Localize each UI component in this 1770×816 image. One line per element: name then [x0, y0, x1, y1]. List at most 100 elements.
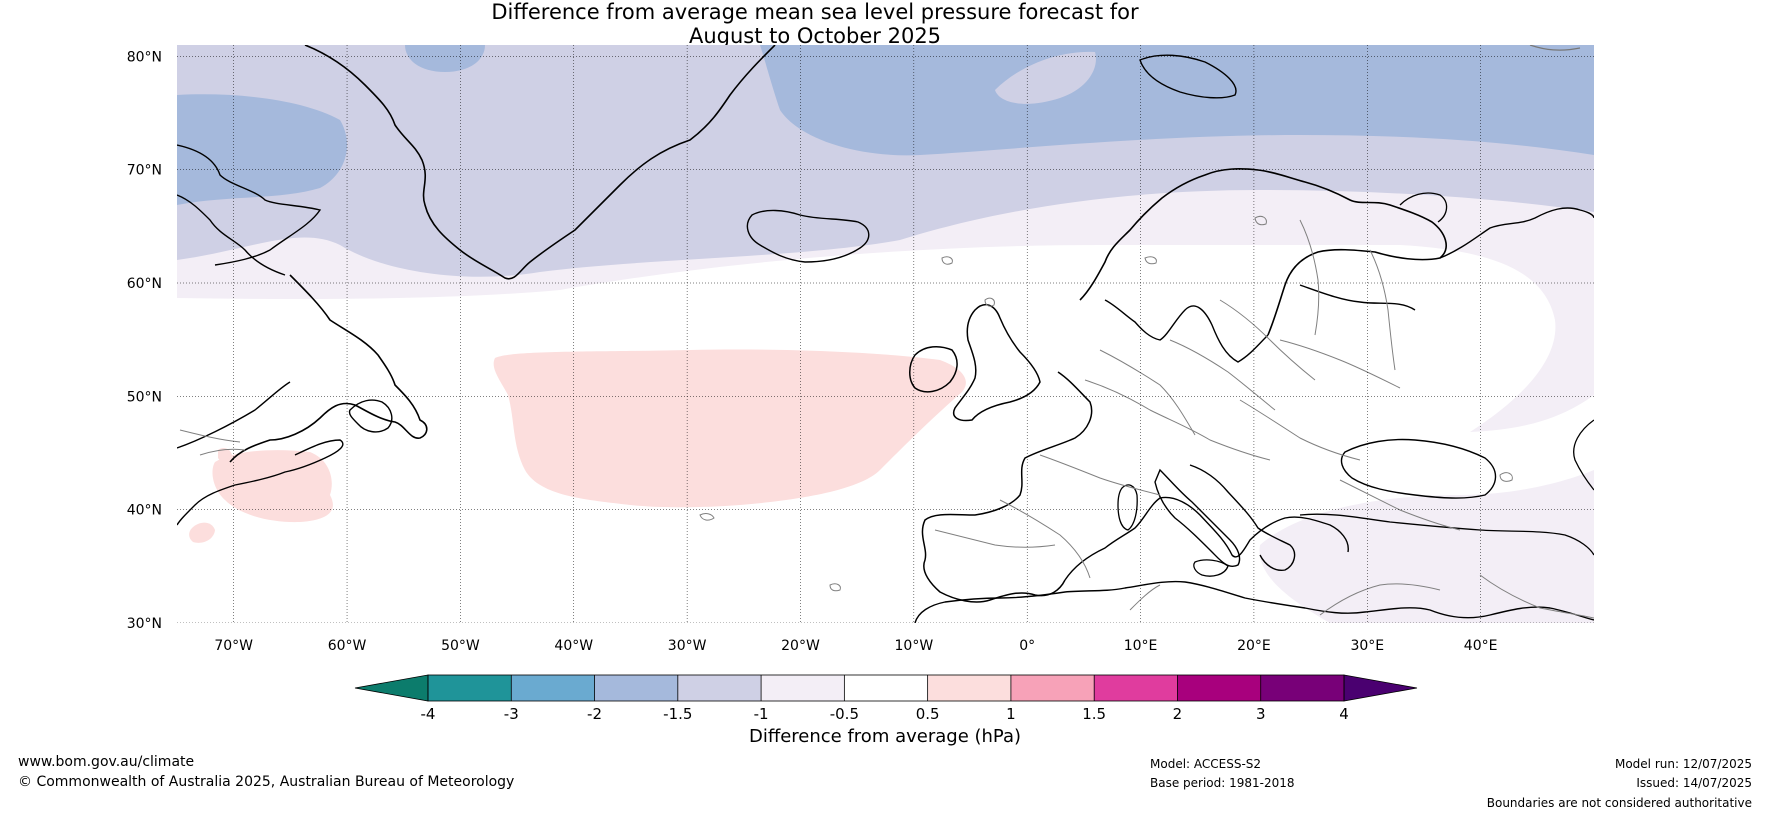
baffin-island-coastline	[177, 194, 286, 276]
lon-tick-label: 40°E	[1464, 638, 1498, 654]
anomaly-patch-newfoundland	[218, 447, 232, 462]
anomaly-region-east-med	[1259, 470, 1594, 623]
footer-copyright: © Commonwealth of Australia 2025, Austra…	[18, 774, 515, 790]
footer-issued: Issued: 14/07/2025	[1636, 776, 1752, 790]
island-outline	[1144, 256, 1157, 265]
colorbar-tick-label: 3	[1256, 705, 1266, 723]
colorbar-bin	[594, 675, 678, 701]
colorbar-bin	[1260, 675, 1344, 701]
finland-coastline	[1299, 284, 1416, 311]
footer-site[interactable]: www.bom.gov.au/climate	[18, 754, 195, 770]
colorbar: -4 -3 -2 -1.5 -1 -0.5 0.5 1 1.5 2 3 4	[354, 674, 1418, 723]
island-outline	[941, 256, 953, 265]
border-line	[1299, 219, 1320, 336]
border-line	[1279, 339, 1401, 389]
colorbar-tick-label: -1.5	[663, 705, 692, 723]
lon-tick-label: 70°W	[214, 638, 253, 654]
footer-disclaimer: Boundaries are not considered authoritat…	[1486, 796, 1752, 810]
map-axis-labels: 80°N 70°N 60°N 50°N 40°N 30°N 70°W 60°W 50°W 40°W…	[127, 49, 1498, 654]
colorbar-tick-label: -4	[421, 705, 436, 723]
map-plot-area	[177, 45, 1594, 623]
colorbar-bin	[677, 675, 762, 701]
colorbar-bin	[844, 675, 928, 701]
lon-tick-label: 60°W	[328, 638, 367, 654]
colorbar-bin	[428, 675, 512, 701]
white-sea-coastline	[1399, 192, 1448, 223]
colorbar-tick-label: -3	[504, 705, 519, 723]
minor-islands	[699, 215, 1513, 592]
lon-tick-label: 40°W	[554, 638, 593, 654]
footer-base-period: Base period: 1981-2018	[1150, 776, 1295, 790]
colorbar-bin	[927, 675, 1011, 701]
border-line	[199, 448, 246, 456]
lon-tick-label: 30°W	[668, 638, 707, 654]
colorbar-bin	[1177, 675, 1261, 701]
north-africa-coastline	[914, 580, 1594, 623]
novaya-zemlya-coastline	[1529, 45, 1581, 51]
footer-model: Model: ACCESS-S2	[1150, 757, 1262, 771]
lat-tick-label: 40°N	[127, 503, 162, 519]
border-line	[1219, 299, 1316, 381]
anomaly-region-northwest	[177, 94, 348, 205]
anomaly-region-top-center	[405, 45, 485, 72]
great-britain-coastline	[953, 303, 1041, 422]
russia-arctic-coastline	[1439, 207, 1594, 259]
colorbar-arrow-low	[354, 674, 429, 702]
lat-tick-label: 80°N	[127, 49, 162, 65]
ireland-coastline	[909, 345, 958, 393]
lat-tick-label: 60°N	[127, 276, 162, 292]
lon-tick-label: 10°W	[895, 638, 934, 654]
caspian-coastline	[1573, 419, 1594, 491]
border-line	[1319, 583, 1441, 616]
island-outline	[699, 513, 715, 521]
border-line	[1039, 454, 1161, 496]
colorbar-bin	[511, 675, 595, 701]
black-sea-coastline	[1340, 438, 1497, 499]
colorbar-arrow-high	[1343, 674, 1418, 702]
gridlines	[177, 45, 1594, 623]
lon-tick-label: 20°E	[1237, 638, 1271, 654]
colorbar-tick-label: 4	[1339, 705, 1349, 723]
lat-tick-label: 50°N	[127, 389, 162, 405]
border-line	[179, 429, 241, 443]
island-outline	[1499, 472, 1513, 482]
border-line	[1129, 584, 1161, 611]
colorbar-bin	[761, 675, 845, 701]
title-line-2: August to October 2025	[688, 24, 942, 48]
lat-tick-label: 30°N	[127, 616, 162, 632]
anomaly-region-north	[760, 45, 1594, 156]
footer-model-run: Model run: 12/07/2025	[1614, 757, 1752, 771]
mediterranean-coastline	[1064, 496, 1349, 581]
anomaly-region-mid-atlantic	[493, 349, 966, 508]
border-line	[1479, 574, 1594, 619]
island-outline	[1254, 215, 1267, 226]
gulf-st-lawrence-coastline	[177, 381, 291, 449]
lon-tick-label: 30°E	[1350, 638, 1384, 654]
lat-tick-label: 70°N	[127, 163, 162, 179]
sweden-coastline	[1104, 299, 1269, 363]
colorbar-tick-label: 0.5	[916, 705, 940, 723]
border-line	[1099, 349, 1196, 436]
canada-arctic-coastline	[177, 144, 322, 266]
italy-coastline	[1154, 468, 1241, 567]
colorbar-tick-label: -2	[587, 705, 602, 723]
colorbar-tick-label: 1	[1006, 705, 1016, 723]
border-line	[1239, 399, 1361, 461]
lon-tick-label: 20°W	[781, 638, 820, 654]
sicily-coastline	[1193, 559, 1229, 577]
colorbar-tick-label: -0.5	[830, 705, 859, 723]
nova-scotia-coastline	[177, 439, 344, 526]
border-line	[1169, 339, 1276, 411]
greenland-coastline	[304, 45, 776, 280]
newfoundland-coastline	[348, 399, 393, 433]
title-line-1: Difference from average mean sea level p…	[491, 0, 1139, 24]
colorbar-title: Difference from average (hPa)	[748, 726, 1022, 747]
anomaly-patch-bermuda	[189, 522, 215, 543]
map-title: Difference from average mean sea level p…	[0, 0, 1630, 48]
border-line	[1084, 379, 1271, 461]
border-line	[1369, 249, 1396, 371]
iceland-coastline	[746, 209, 870, 263]
labrador-coastline	[229, 274, 428, 463]
anomaly-region-nova-scotia	[212, 450, 333, 523]
